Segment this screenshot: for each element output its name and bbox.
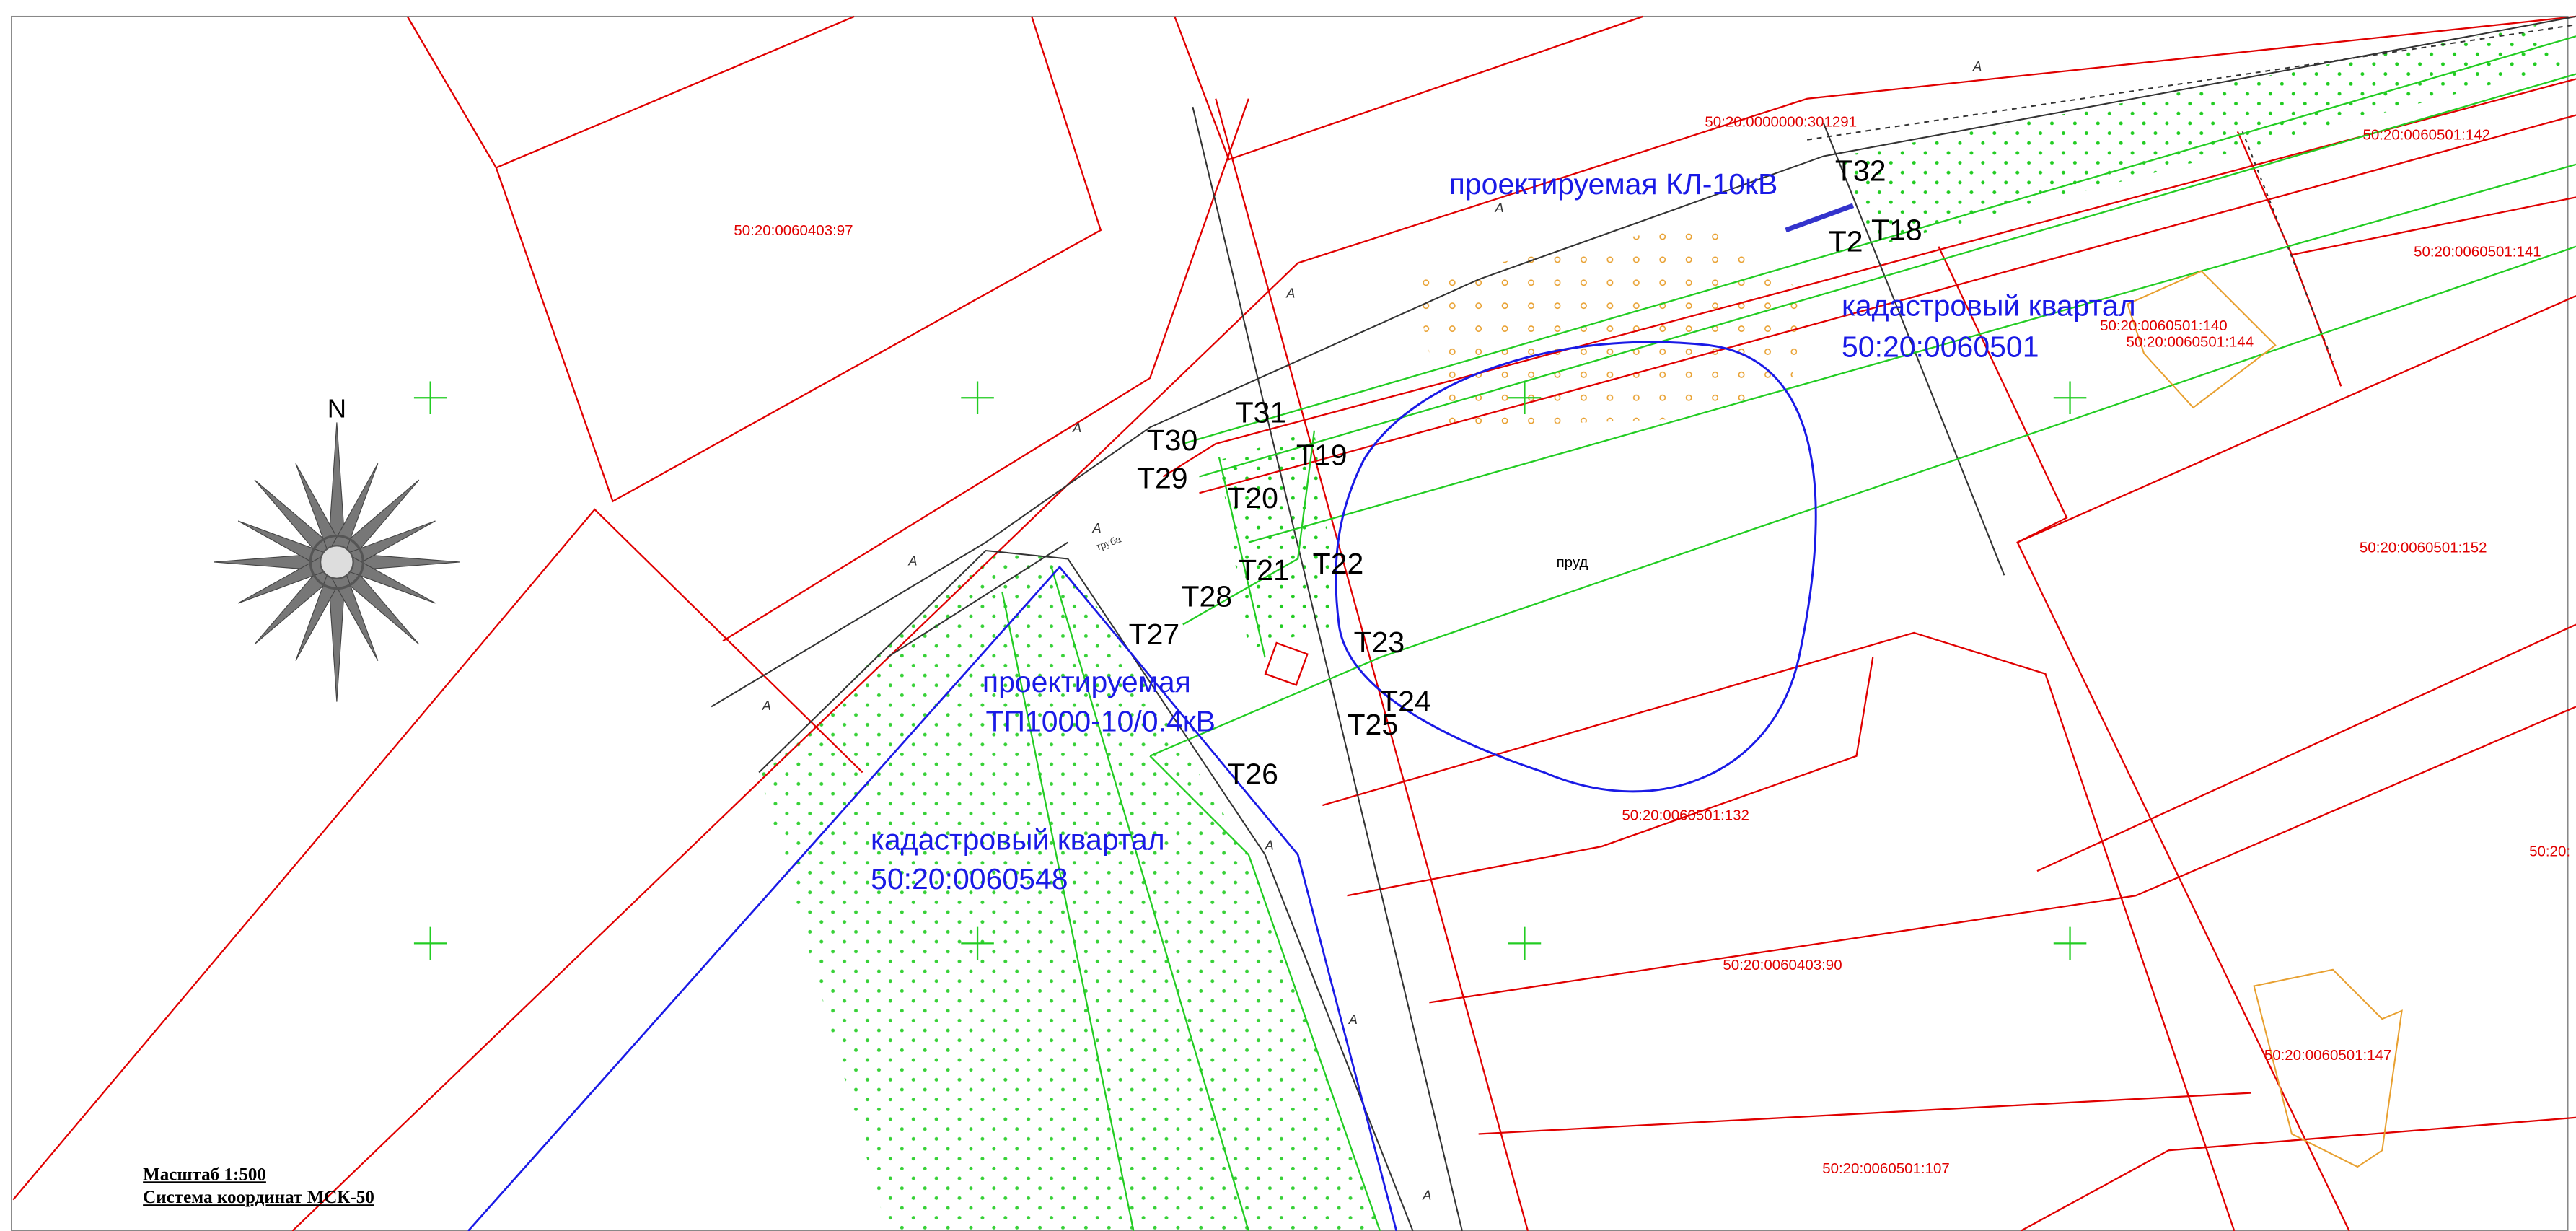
substation-label: проектируемая <box>983 665 1191 698</box>
point-label: T2 <box>1829 225 1863 258</box>
point-label: T31 <box>1236 395 1287 429</box>
parcel-label: 50:20:0060501:132 <box>1622 807 1749 824</box>
road-mark: A <box>1494 201 1503 215</box>
road-mark: A <box>1072 421 1081 435</box>
parcel-label: 50:20:0060403:97 <box>734 222 853 239</box>
parcel-label: 50:20:0060403:90 <box>1723 957 1842 973</box>
page: План {"parcels": ["50:20:0060403:97", "5… <box>0 0 2576 1231</box>
cable-label: проектируемая КЛ-10кВ <box>1449 167 1778 201</box>
quarter-number: 50:20:0060548 <box>871 862 1068 895</box>
parcel-label: 50:20:0060501:141 <box>2414 243 2541 260</box>
road-mark: A <box>1265 838 1274 853</box>
road-mark: A <box>1348 1012 1358 1027</box>
body: N 50:20:0060403:97 50:20:0000000:301291 … <box>0 0 2576 1231</box>
map: N 50:20:0060403:97 50:20:0000000:301291 … <box>0 0 2576 1231</box>
point-label: T30 <box>1147 424 1198 457</box>
road-mark: A <box>907 554 917 569</box>
scale-label: Масштаб 1:500 <box>143 1165 266 1184</box>
parcel-label: 50:20:0060501:142 <box>2362 127 2490 144</box>
point-label: T23 <box>1354 626 1405 659</box>
point-label: T25 <box>1347 708 1398 741</box>
road-mark: A <box>1285 286 1295 300</box>
road-mark: A <box>1091 521 1101 535</box>
point-label: T20 <box>1227 481 1278 514</box>
road-mark: A <box>1972 59 1982 74</box>
parcel-label: 50:20:0060501:147 <box>2264 1047 2392 1064</box>
point-label: T18 <box>1871 214 1922 247</box>
parcel-label: 50:20:0000000:301291 <box>1705 113 1857 130</box>
road-mark: A <box>1422 1188 1431 1203</box>
point-label: T22 <box>1313 547 1364 580</box>
parcel-label: 50:20:0060501:144 <box>2127 334 2254 351</box>
road-mark: A <box>762 698 771 713</box>
point-label: T26 <box>1227 757 1278 790</box>
point-label: T29 <box>1137 461 1188 494</box>
point-label: T32 <box>1835 154 1886 188</box>
point-label: T28 <box>1181 579 1232 613</box>
parcel-label: 50:20:0060501:107 <box>1822 1160 1950 1177</box>
point-label: T19 <box>1296 439 1348 472</box>
quarter-number: 50:20:0060501 <box>1842 330 2039 363</box>
point-label: T27 <box>1129 618 1180 651</box>
substation-label: ТП1000-10/0.4кВ <box>985 705 1216 738</box>
parcel-label: 50:20: <box>2529 844 2570 860</box>
quarter-label: кадастровый квартал <box>1842 289 2136 322</box>
parcel-label: 50:20:0060501:152 <box>2360 539 2487 556</box>
point-label: T21 <box>1239 553 1290 587</box>
quarter-label: кадастровый квартал <box>871 823 1165 857</box>
north-label: N <box>328 394 346 424</box>
crs-label: Система координат МСК-50 <box>143 1188 374 1207</box>
pond-label: пруд <box>1557 554 1588 571</box>
